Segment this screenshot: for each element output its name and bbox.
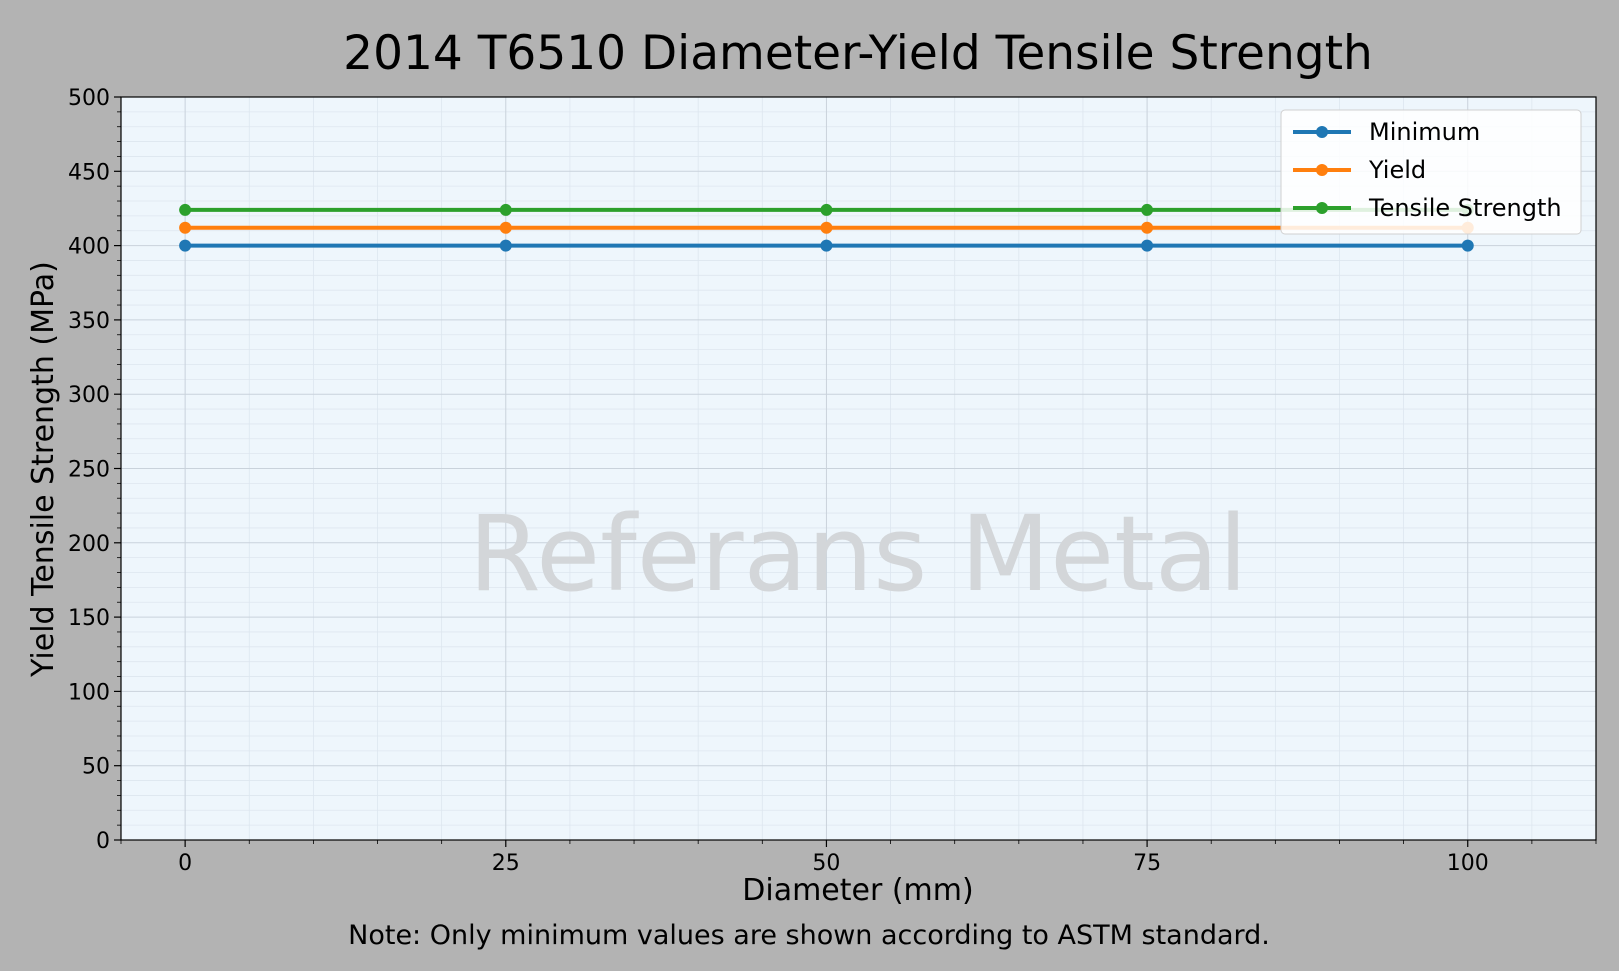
y-tick-label: 0 — [96, 829, 110, 854]
data-point-yield — [1141, 221, 1154, 234]
watermark: Referans Metal — [469, 493, 1248, 615]
legend-label: Minimum — [1369, 118, 1480, 146]
x-tick-label: 100 — [1447, 851, 1489, 876]
legend: Minimum Yield Tensile Strength — [1280, 109, 1582, 235]
footnote: Note: Only minimum values are shown acco… — [348, 920, 1270, 951]
y-tick-label: 150 — [68, 606, 110, 631]
legend-swatch-marker — [1316, 202, 1328, 214]
axis-ticks: 0 25 50 75 100 0 50 100 150 200 250 300 350 400 450 500 — [68, 86, 1597, 876]
y-tick-label: 350 — [68, 309, 110, 334]
data-point-yield — [179, 221, 192, 234]
y-tick-label: 50 — [82, 755, 110, 780]
x-tick-label: 50 — [812, 851, 840, 876]
y-tick-label: 400 — [68, 235, 110, 260]
legend-swatch-marker — [1316, 126, 1328, 138]
y-tick-label: 100 — [68, 680, 110, 705]
y-tick-label: 200 — [68, 532, 110, 557]
y-tick-label: 450 — [68, 160, 110, 185]
data-point-yield — [820, 221, 833, 234]
series-layer — [179, 203, 1474, 252]
legend-box — [1280, 109, 1582, 235]
y-axis-label: Yield Tensile Strength (MPa) — [26, 261, 61, 678]
x-tick-label: 25 — [492, 851, 520, 876]
legend-swatch-marker — [1316, 164, 1328, 176]
x-tick-label: 75 — [1133, 851, 1161, 876]
data-point-minimum — [179, 239, 192, 252]
data-point-tensile-strength — [179, 203, 192, 216]
data-point-tensile-strength — [1141, 203, 1154, 216]
data-point-minimum — [499, 239, 512, 252]
legend-label: Tensile Strength — [1368, 194, 1562, 222]
x-tick-label: 0 — [178, 851, 192, 876]
x-axis-label: Diameter (mm) — [742, 873, 973, 908]
y-tick-label: 300 — [68, 383, 110, 408]
data-point-tensile-strength — [499, 203, 512, 216]
y-tick-label: 500 — [68, 86, 110, 111]
legend-label: Yield — [1368, 156, 1426, 184]
data-point-minimum — [1141, 239, 1154, 252]
chart-title: 2014 T6510 Diameter-Yield Tensile Streng… — [343, 26, 1373, 81]
data-point-minimum — [820, 239, 833, 252]
data-point-yield — [499, 221, 512, 234]
data-point-minimum — [1461, 239, 1474, 252]
data-point-tensile-strength — [820, 203, 833, 216]
y-tick-label: 250 — [68, 458, 110, 483]
